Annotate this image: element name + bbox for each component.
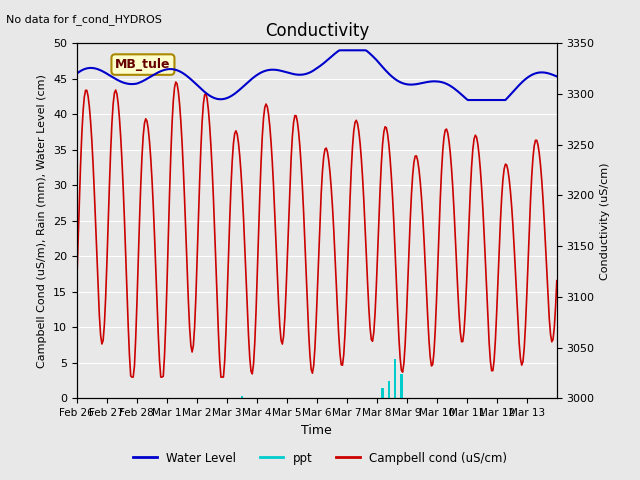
Y-axis label: Conductivity (uS/cm): Conductivity (uS/cm) [600, 162, 610, 279]
Text: No data for f_cond_HYDROS: No data for f_cond_HYDROS [6, 14, 163, 25]
Bar [400, 373, 403, 398]
Legend: Water Level, ppt, Campbell cond (uS/cm): Water Level, ppt, Campbell cond (uS/cm) [128, 447, 512, 469]
Bar [381, 388, 384, 398]
X-axis label: Time: Time [301, 424, 332, 437]
Title: Conductivity: Conductivity [265, 22, 369, 40]
Bar [394, 360, 396, 398]
Y-axis label: Campbell Cond (uS/m), Rain (mm), Water Level (cm): Campbell Cond (uS/m), Rain (mm), Water L… [37, 74, 47, 368]
Bar [388, 381, 390, 398]
Text: MB_tule: MB_tule [115, 58, 171, 71]
Bar [241, 396, 243, 398]
